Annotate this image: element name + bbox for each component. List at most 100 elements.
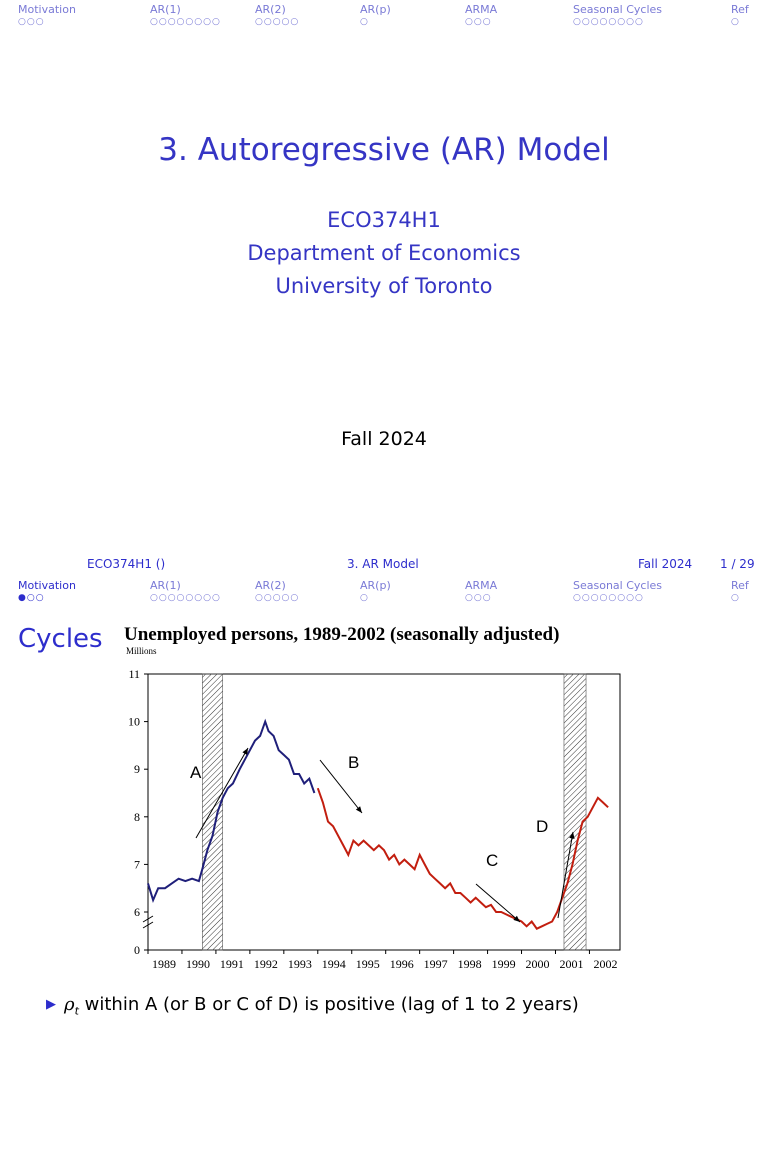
series-line-1 [147,718,316,904]
annotation-label: A [190,763,202,782]
x-tick-label: 2000 [526,957,550,971]
x-tick-label: 1993 [288,957,312,971]
y-tick-label: 0 [134,943,140,957]
x-tick-label: 1991 [220,957,244,971]
nav-progress-dots[interactable]: ○ [360,592,391,605]
nav-section-ar-1[interactable]: AR(1) ○○○○○○○○ [150,579,221,605]
series-line-2 [316,787,609,930]
nav-section-ref[interactable]: Ref ○ [731,3,749,29]
x-tick-label: 1989 [152,957,176,971]
nav-section-label: Ref [731,3,749,16]
nav-section-label: Seasonal Cycles [573,3,663,16]
x-tick-label: 1996 [390,957,414,971]
presentation-date: Fall 2024 [341,428,427,450]
nav-dot[interactable]: ○ [360,593,369,603]
section-navigation: Motivation ○○○ AR(1) ○○○○○○○○ AR(2) ○○○○○ AR(p… [0,0,768,34]
nav-dot[interactable]: ○○○○○○○○ [150,593,221,603]
recession-band [202,673,224,951]
nav-progress-dots[interactable]: ○○○○○○○○ [573,592,662,605]
nav-section-ar-1[interactable]: AR(1) ○○○○○○○○ [150,3,221,29]
x-tick-label: 2002 [593,957,617,971]
nav-section-ar-p[interactable]: AR(p) ○ [360,3,391,29]
footer-page-number: 1 / 29 [720,557,755,571]
nav-dot[interactable]: ○○○○○○○○ [573,593,644,603]
nav-dot[interactable]: ○○ [26,593,45,603]
arrow-a-head [242,748,248,755]
y-axis-label: Millions [126,646,157,656]
plot-frame [147,673,621,951]
nav-section-label: Motivation [18,579,76,592]
arrow-c [475,883,521,923]
nav-section-label: ARMA [465,3,498,16]
nav-section-seasonal-cycles[interactable]: Seasonal Cycles ○○○○○○○○ [573,3,662,29]
annotation-label: D [536,817,548,836]
nav-section-label: Ref [731,579,749,592]
nav-section-label: ARMA [465,579,498,592]
department-name: Department of Economics [247,241,521,265]
nav-progress-dots[interactable]: ○○○○○○○○ [150,17,221,27]
bullet-point: ▶ ρt within A (or B or C of D) is positiv… [46,994,579,1018]
unemployment-chart: Unemployed persons, 1989-2002 (seasonall… [118,620,638,984]
frame-title: Cycles [18,624,103,654]
nav-dot-current[interactable]: ● [18,593,27,603]
chart-title: Unemployed persons, 1989-2002 (seasonall… [124,624,559,645]
nav-dot[interactable]: ○○○ [465,593,492,603]
nav-progress-dots[interactable]: ○ [731,17,740,27]
y-tick-label: 6 [134,905,140,919]
y-tick-label: 9 [134,762,140,776]
nav-section-motivation[interactable]: Motivation ○○○ [18,3,76,29]
annotation-label: B [348,753,359,772]
nav-section-label: Seasonal Cycles [573,579,663,592]
nav-section-ref[interactable]: Ref ○ [731,579,749,605]
footer-short-title: 3. AR Model [347,557,419,571]
nav-section-ar-2[interactable]: AR(2) ○○○○○ [255,3,299,29]
nav-progress-dots[interactable]: ○○○ [465,592,497,605]
nav-dot[interactable]: ○ [731,593,740,603]
nav-section-seasonal-cycles[interactable]: Seasonal Cycles ○○○○○○○○ [573,579,662,605]
arrow-b [319,759,363,814]
nav-progress-dots[interactable]: ○ [731,592,749,605]
plot-area: 11 10 9 8 7 6 0 1989 1990 1991 1992 1993 1994 1995 199… [128,667,621,971]
axis-break-mark [142,921,154,929]
x-tick-label: 1999 [492,957,516,971]
nav-section-label: AR(1) [150,3,181,16]
nav-progress-dots[interactable]: ○○○○○○○○ [150,592,221,605]
nav-section-label: AR(p) [360,3,391,16]
nav-progress-dots[interactable]: ○○○ [18,17,45,27]
recession-band [563,673,587,951]
nav-progress-dots[interactable]: ○○○○○○○○ [573,17,644,27]
arrow-d-head [569,832,575,839]
x-tick-label: 1998 [458,957,482,971]
nav-progress-dots[interactable]: ○○○○○ [255,592,299,605]
axis-break-mark [142,915,154,923]
x-tick-label: 1994 [322,957,346,971]
nav-dot[interactable]: ○○○○○ [255,593,300,603]
chart-svg: Unemployed persons, 1989-2002 (seasonall… [124,624,621,971]
nav-section-label: AR(2) [255,3,286,16]
nav-section-arma[interactable]: ARMA ○○○ [465,579,497,605]
x-tick-label: 1990 [186,957,210,971]
nav-section-arma[interactable]: ARMA ○○○ [465,3,497,29]
x-tick-label: 2001 [559,957,583,971]
nav-progress-dots[interactable]: ○ [360,17,369,27]
nav-progress-dots[interactable]: ●○○ [18,592,76,605]
nav-section-label: AR(p) [360,579,391,592]
footer-author: ECO374H1 () [87,557,166,571]
title-slide: Motivation ○○○ AR(1) ○○○○○○○○ AR(2) ○○○○○ AR(p… [0,0,768,571]
nav-section-ar-p[interactable]: AR(p) ○ [360,579,391,605]
rho-symbol: ρ [64,994,75,1015]
nav-progress-dots[interactable]: ○○○○○ [255,17,300,27]
bullet-text: within A (or B or C of D) is positive (l… [78,994,579,1015]
nav-progress-dots[interactable]: ○○○ [465,17,492,27]
university-name: University of Toronto [275,274,493,298]
cycles-slide: Motivation ●○○ AR(1) ○○○○○○○○ AR(2) ○○○○○ AR(p… [0,576,768,1152]
x-tick-label: 1995 [356,957,380,971]
course-code: ECO374H1 [327,208,441,232]
presentation-title: 3. Autoregressive (AR) Model [158,132,610,168]
nav-section-motivation[interactable]: Motivation ●○○ [18,579,76,605]
nav-section-ar-2[interactable]: AR(2) ○○○○○ [255,579,299,605]
annotation-label: C [486,851,498,870]
arrow-b-head [355,806,362,813]
nav-section-label: Motivation [18,3,76,16]
section-navigation: Motivation ●○○ AR(1) ○○○○○○○○ AR(2) ○○○○○ AR(p… [0,576,768,610]
